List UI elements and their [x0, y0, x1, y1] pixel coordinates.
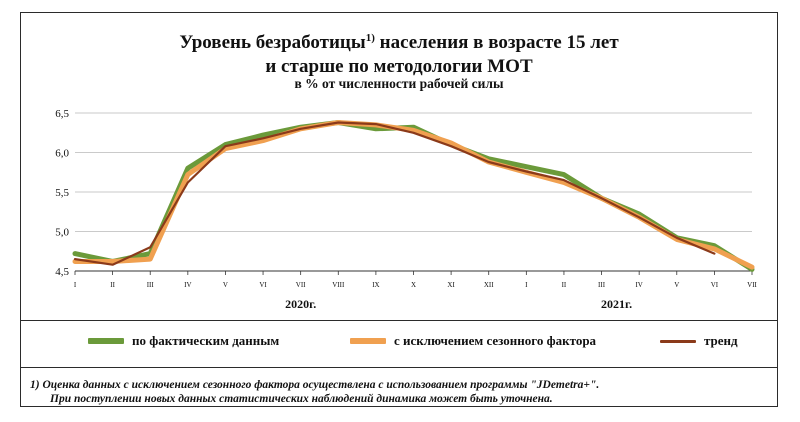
legend-label: с исключением сезонного фактора — [394, 333, 597, 348]
title-footnote-marker: 1) — [365, 32, 375, 44]
series-line-2 — [72, 120, 755, 270]
year-label: 2020г. — [285, 297, 316, 311]
legend-item: с исключением сезонного фактора — [350, 333, 596, 349]
y-tick-label: 4,5 — [55, 266, 69, 278]
legend-swatch — [660, 339, 696, 343]
legend-item: по фактическим данным — [88, 333, 279, 349]
x-tick-label: VII — [296, 281, 306, 289]
footnote: 1) Оценка данных с исключением сезонного… — [30, 378, 775, 406]
x-tick-label: I — [525, 281, 528, 289]
x-tick-label: I — [74, 281, 77, 289]
legend-swatch — [350, 338, 386, 344]
y-tick-label: 5,0 — [55, 227, 69, 239]
x-tick-label: VIII — [332, 281, 345, 289]
x-tick-label: IV — [635, 281, 642, 289]
legend: по фактическим данным с исключением сезон… — [20, 333, 778, 353]
legend-item: тренд — [660, 333, 738, 349]
y-tick-label: 5,5 — [55, 187, 69, 199]
legend-label: тренд — [704, 333, 738, 348]
x-tick-label: III — [147, 281, 155, 289]
x-tick-label: VI — [711, 281, 719, 289]
series-line-1 — [72, 120, 755, 272]
x-tick-label: V — [223, 281, 228, 289]
title-part-2: населения в возрасте 15 лет — [374, 32, 619, 53]
x-tick-label: II — [562, 281, 567, 289]
title-part-1: Уровень безработицы — [179, 32, 366, 53]
y-tick-label: 6,5 — [55, 108, 69, 120]
x-tick-label: XI — [447, 281, 455, 289]
legend-box — [20, 320, 778, 368]
x-tick-label: VII — [747, 281, 757, 289]
x-tick-label: IV — [184, 281, 191, 289]
footnote-line-2: При поступлении новых данных статистичес… — [50, 393, 553, 405]
x-tick-label: X — [411, 281, 416, 289]
x-tick-label: II — [110, 281, 115, 289]
footnote-line-1: 1) Оценка данных с исключением сезонного… — [30, 379, 600, 391]
title-line-2: и старше по методологии МОТ — [265, 56, 533, 77]
legend-label: по фактическим данным — [132, 333, 280, 348]
x-tick-label: V — [674, 281, 679, 289]
x-tick-label: III — [598, 281, 606, 289]
legend-swatch — [88, 338, 124, 344]
chart-title: Уровень безработицы1) населения в возрас… — [20, 26, 778, 79]
year-label: 2021г. — [601, 297, 632, 311]
x-tick-label: XII — [484, 281, 494, 289]
x-tick-label: IX — [372, 281, 379, 289]
series-line-3 — [73, 121, 716, 266]
x-tick-label: VI — [259, 281, 267, 289]
chart-subtitle: в % от численности рабочей силы — [294, 76, 504, 91]
chart-frame — [20, 12, 778, 407]
y-tick-label: 6,0 — [55, 148, 69, 160]
